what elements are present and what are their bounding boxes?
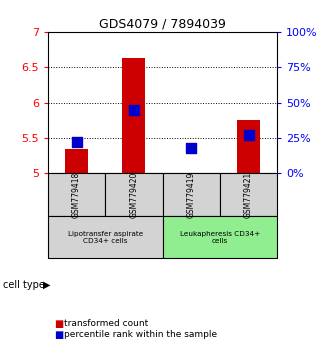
- Text: Lipotransfer aspirate
CD34+ cells: Lipotransfer aspirate CD34+ cells: [68, 231, 143, 244]
- Text: GSM779419: GSM779419: [187, 171, 196, 218]
- Text: Leukapheresis CD34+
cells: Leukapheresis CD34+ cells: [180, 231, 260, 244]
- Point: [188, 145, 194, 151]
- Bar: [48, 216, 162, 258]
- Point: [74, 139, 79, 145]
- Text: cell type: cell type: [3, 280, 45, 290]
- Bar: [237, 120, 260, 173]
- Bar: [122, 58, 145, 173]
- Point: [131, 107, 137, 113]
- Text: percentile rank within the sample: percentile rank within the sample: [64, 330, 217, 339]
- Text: ■: ■: [54, 330, 64, 339]
- Title: GDS4079 / 7894039: GDS4079 / 7894039: [99, 18, 226, 31]
- Bar: [162, 173, 220, 216]
- Point: [246, 132, 251, 138]
- Bar: [65, 149, 88, 173]
- Bar: [48, 173, 105, 216]
- Text: GSM779420: GSM779420: [129, 171, 138, 218]
- Text: transformed count: transformed count: [64, 319, 148, 329]
- Bar: [162, 216, 277, 258]
- Text: GSM779418: GSM779418: [72, 172, 81, 218]
- Bar: [105, 173, 162, 216]
- Text: ▶: ▶: [43, 280, 50, 290]
- Text: ■: ■: [54, 319, 64, 329]
- Bar: [220, 173, 277, 216]
- Text: GSM779421: GSM779421: [244, 172, 253, 218]
